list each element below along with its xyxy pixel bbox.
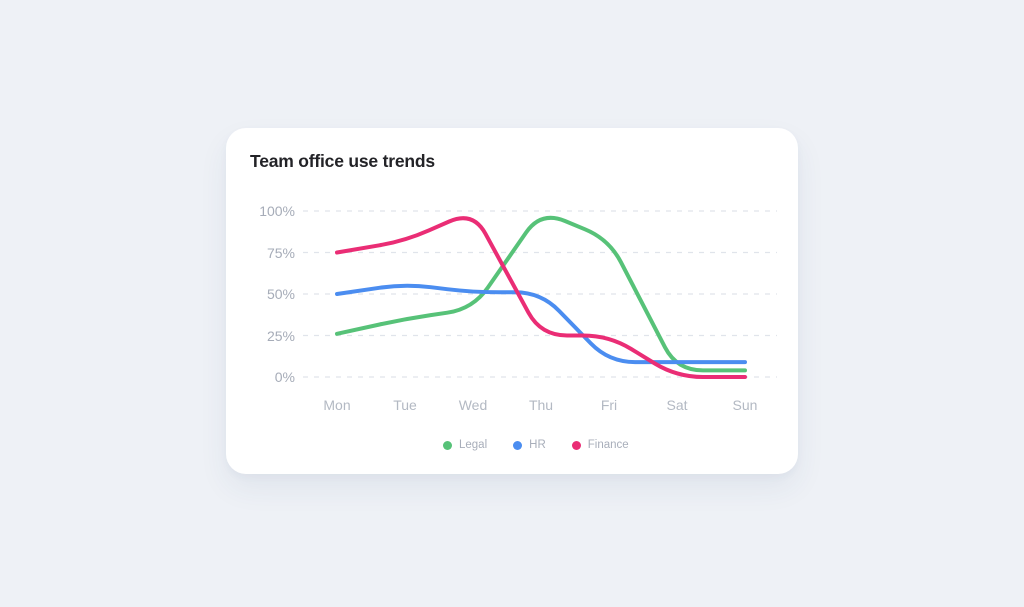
series-line-finance: [335, 216, 747, 379]
y-axis-tick-label: 75%: [266, 244, 295, 261]
legend-label-finance: Finance: [587, 439, 629, 451]
x-axis-label-sun: Sun: [732, 397, 758, 413]
legal-series-dot-icon: [443, 440, 452, 450]
legend-item-legal[interactable]: Legal: [443, 439, 487, 451]
plot-area: 100% 75% 50% 25% 0% Mon Tue Wed Thu Fri …: [226, 128, 798, 474]
legend-label-hr: HR: [529, 439, 546, 451]
legend: Legal HR Finance: [443, 439, 629, 451]
y-axis-tick-label: 25%: [266, 327, 295, 344]
y-axis-tick-label: 50%: [266, 286, 295, 302]
legend-label-legal: Legal: [459, 439, 488, 451]
x-axis-label-sat: Sat: [666, 397, 688, 413]
legend-item-finance[interactable]: Finance: [571, 439, 629, 451]
y-axis-tick-label: 100%: [259, 203, 295, 219]
hr-series-dot-icon: [513, 440, 523, 450]
finance-series-dot-icon: [571, 440, 581, 450]
legend-item-hr[interactable]: HR: [513, 439, 546, 451]
series-line-hr: [335, 283, 747, 365]
x-axis-label-tue: Tue: [393, 397, 417, 413]
x-axis-label-wed: Wed: [458, 397, 488, 413]
y-axis-tick-label: 0%: [274, 369, 295, 385]
chart-card: Team office use trends 100% 75% 50% 25% …: [226, 128, 798, 474]
x-axis-label-thu: Thu: [528, 397, 554, 413]
x-axis-label-fri: Fri: [600, 397, 618, 413]
chart-title: Team office use trends: [250, 151, 435, 171]
chart-svg: [303, 210, 777, 379]
series-line-legal: [335, 215, 747, 373]
x-axis-label-mon: Mon: [323, 397, 351, 413]
